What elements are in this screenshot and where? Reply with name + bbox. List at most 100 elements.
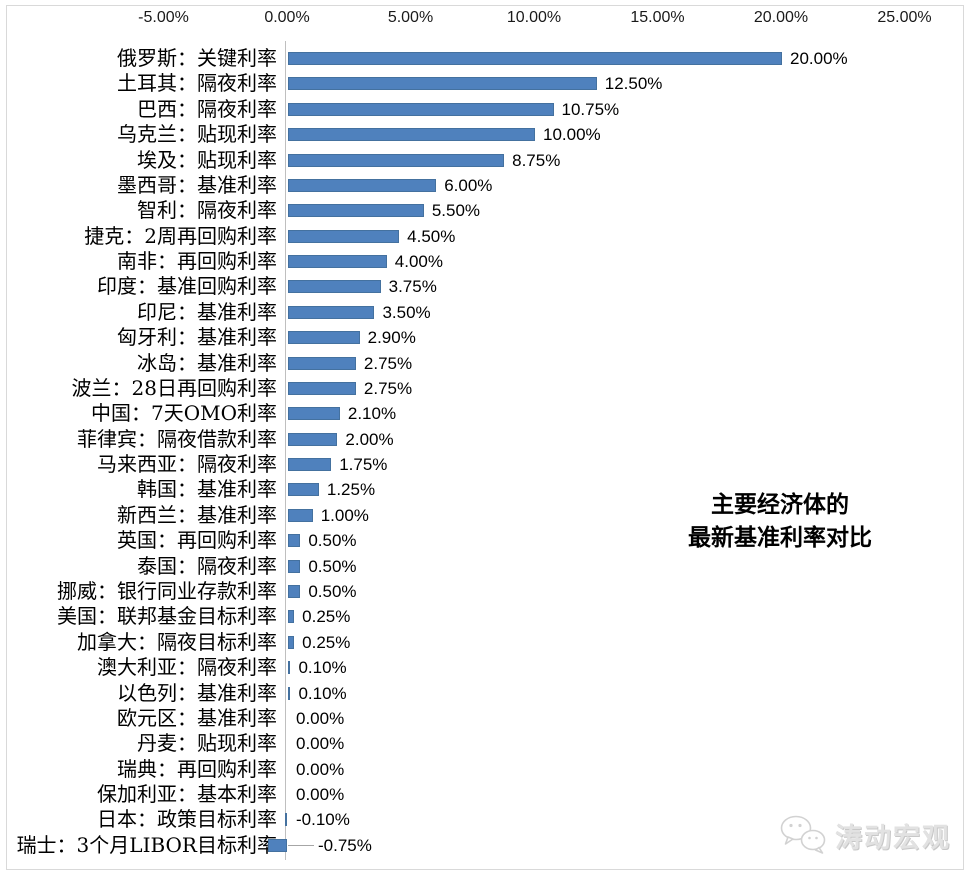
chart-row: 土耳其：隔夜利率 12.50% [0, 71, 975, 96]
bar [288, 508, 313, 522]
category-label: 墨西哥：基准利率 [117, 172, 277, 197]
category-label: 英国：再回购利率 [117, 528, 277, 553]
category-label: 冰岛：基准利率 [137, 350, 277, 375]
bar [288, 635, 295, 649]
category-label: 波兰：28日再回购利率 [71, 375, 277, 400]
value-label: 10.00% [543, 125, 601, 145]
chart-title: 主要经济体的 最新基准利率对比 [630, 488, 930, 554]
bar [288, 356, 356, 370]
bar [288, 77, 597, 91]
bar [288, 280, 381, 294]
x-axis-tick-label: 20.00% [753, 9, 809, 26]
value-label: 1.00% [320, 505, 369, 525]
x-axis-tick-label: 15.00% [630, 9, 685, 26]
chart-row: 中国：7天OMO利率 2.10% [0, 401, 975, 426]
chart-row: 墨西哥：基准利率 6.00% [0, 173, 975, 198]
chart-row: 丹麦：贴现利率 0.00% [0, 731, 975, 756]
chart-row: 波兰：28日再回购利率 2.75% [0, 376, 975, 401]
watermark-text: 涛动宏观 [835, 822, 951, 854]
chart-row: 俄罗斯：关键利率 20.00% [0, 46, 975, 71]
bar [288, 686, 291, 700]
bar [288, 52, 782, 65]
value-label: 5.50% [431, 201, 481, 221]
category-label: 匈牙利：基准利率 [117, 325, 277, 350]
category-label: 马来西亚：隔夜利率 [97, 452, 277, 477]
chart-row: 日本：政策目标利率 -0.10% [0, 807, 975, 832]
category-label: 韩国：基准利率 [137, 477, 277, 502]
value-label: -0.10% [296, 810, 350, 830]
category-label: 加拿大：隔夜目标利率 [77, 629, 277, 654]
bar [288, 483, 319, 497]
value-label: -0.75% [318, 835, 372, 855]
category-label: 俄罗斯：关键利率 [117, 46, 277, 70]
category-label: 埃及：贴现利率 [137, 147, 277, 172]
chart-row: 英国：再回购利率 0.50% [0, 528, 975, 553]
bar [288, 128, 535, 142]
category-label: 印度：基准回购利率 [97, 274, 277, 299]
category-label: 中国：7天OMO利率 [91, 401, 277, 426]
value-label: 10.75% [561, 99, 620, 119]
bar [288, 178, 437, 192]
chart-row: 以色列：基准利率 0.10% [0, 681, 975, 706]
value-label: 12.50% [604, 74, 663, 94]
value-label: 3.50% [382, 302, 431, 322]
category-label: 瑞典：再回购利率 [117, 756, 277, 781]
leader-line [288, 844, 314, 846]
value-label: 2.00% [345, 429, 394, 449]
category-label: 捷克：2周再回购利率 [84, 223, 277, 248]
chart-row: 巴西：隔夜利率 10.75% [0, 97, 975, 122]
category-label: 泰国：隔夜利率 [137, 553, 277, 578]
bar [288, 305, 375, 319]
x-axis-tick-label: 5.00% [387, 9, 434, 26]
bar [288, 610, 295, 624]
chart-row: 匈牙利：基准利率 2.90% [0, 325, 975, 350]
value-label: 8.75% [512, 150, 561, 170]
category-label: 挪威：银行同业存款利率 [57, 578, 277, 603]
x-axis-tick-label: 25.00% [877, 9, 932, 26]
bar [288, 255, 387, 269]
category-label: 印尼：基准利率 [137, 299, 277, 324]
chart-row: 欧元区：基准利率 0.00% [0, 706, 975, 731]
chart-row: 捷克：2周再回购利率 4.50% [0, 224, 975, 249]
bar [288, 381, 356, 395]
chart-row: 冰岛：基准利率 2.75% [0, 351, 975, 376]
category-label: 丹麦：贴现利率 [137, 731, 277, 756]
chart-title-line-1: 主要经济体的 [711, 491, 849, 518]
value-label: 0.00% [296, 759, 345, 779]
value-label: 2.75% [363, 353, 413, 373]
bar [288, 661, 291, 675]
chart-row: 马来西亚：隔夜利率 1.75% [0, 452, 975, 477]
bar [288, 331, 360, 345]
chart-row: 印尼：基准利率 3.50% [0, 300, 975, 325]
chart-row: 瑞典：再回购利率 0.00% [0, 757, 975, 782]
chart-title-line-2: 最新基准利率对比 [688, 524, 872, 551]
value-label: 0.10% [298, 683, 347, 703]
category-label: 日本：政策目标利率 [97, 807, 277, 832]
watermark: 涛动宏观 [779, 813, 951, 857]
x-axis-tick-label: 0.00% [264, 9, 310, 26]
bar [288, 584, 301, 598]
y-axis-line [285, 41, 286, 860]
value-label: 0.50% [308, 556, 357, 576]
bar [288, 102, 554, 116]
bar [288, 559, 301, 573]
value-label: 1.25% [326, 480, 376, 500]
bar [284, 813, 287, 827]
value-label: 2.75% [363, 378, 413, 398]
bar [288, 229, 400, 243]
value-label: 2.90% [367, 328, 416, 348]
wechat-icon [780, 815, 826, 854]
chart-row: 菲律宾：隔夜借款利率 2.00% [0, 427, 975, 452]
bar [268, 838, 287, 852]
chart-row: 美国：联邦基金目标利率 0.25% [0, 604, 975, 629]
category-label: 美国：联邦基金目标利率 [57, 604, 277, 629]
value-label: 0.00% [296, 734, 345, 754]
value-label: 0.50% [308, 581, 357, 601]
value-label: 4.00% [394, 252, 443, 272]
chart-row: 印度：基准回购利率 3.75% [0, 274, 975, 299]
chart-row: 韩国：基准利率 1.25% [0, 477, 975, 502]
value-label: 1.75% [339, 455, 388, 475]
value-label: 4.50% [407, 226, 456, 246]
value-label: 0.50% [308, 531, 357, 551]
